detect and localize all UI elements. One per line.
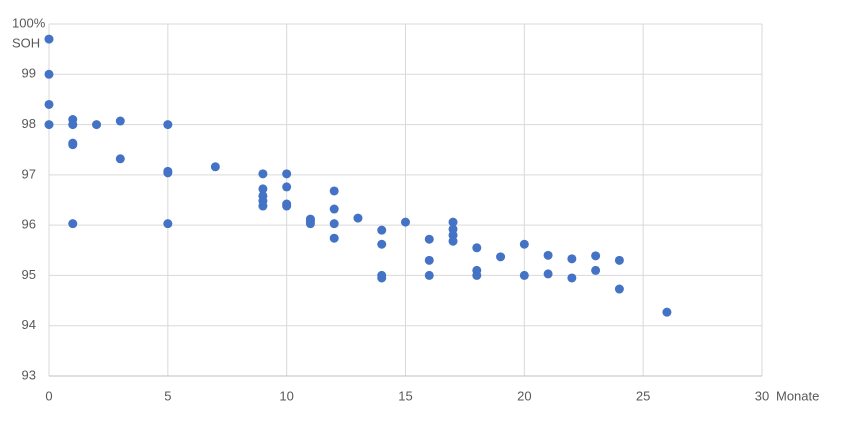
point bbox=[163, 120, 173, 130]
y-tick-label: 100% bbox=[12, 15, 46, 30]
point bbox=[377, 225, 387, 235]
point bbox=[567, 273, 577, 283]
point bbox=[448, 217, 458, 227]
point bbox=[424, 234, 434, 244]
y-tick-label: 95 bbox=[22, 267, 36, 282]
point bbox=[591, 251, 601, 261]
point bbox=[614, 284, 624, 294]
point bbox=[115, 154, 125, 164]
point bbox=[68, 120, 78, 130]
point bbox=[614, 255, 624, 265]
point bbox=[282, 201, 292, 211]
point bbox=[305, 219, 315, 229]
point bbox=[210, 162, 220, 172]
point bbox=[329, 186, 339, 196]
point bbox=[472, 243, 482, 253]
x-tick-label: 25 bbox=[636, 388, 650, 403]
point bbox=[282, 169, 292, 179]
point bbox=[496, 252, 506, 262]
point bbox=[44, 120, 54, 130]
y-tick-label: 94 bbox=[22, 317, 36, 332]
point bbox=[329, 233, 339, 243]
y-tick-label: 96 bbox=[22, 217, 36, 232]
point bbox=[44, 69, 54, 79]
point bbox=[353, 213, 363, 223]
point bbox=[329, 219, 339, 229]
point bbox=[424, 255, 434, 265]
point bbox=[472, 270, 482, 280]
point bbox=[424, 270, 434, 280]
point bbox=[519, 239, 529, 249]
point bbox=[662, 307, 672, 317]
point bbox=[258, 169, 268, 179]
x-tick-label: 10 bbox=[279, 388, 293, 403]
point bbox=[115, 116, 125, 126]
x-tick-label: 20 bbox=[517, 388, 531, 403]
point bbox=[282, 182, 292, 192]
y-tick-label: 97 bbox=[22, 166, 36, 181]
y-tick-label: 98 bbox=[22, 116, 36, 131]
point bbox=[567, 254, 577, 264]
y-axis-label: SOH bbox=[12, 35, 40, 50]
y-tick-label: 99 bbox=[22, 66, 36, 81]
point bbox=[258, 201, 268, 211]
point bbox=[258, 184, 268, 194]
point bbox=[519, 270, 529, 280]
point bbox=[68, 219, 78, 229]
point bbox=[448, 236, 458, 246]
x-tick-label: 15 bbox=[398, 388, 412, 403]
point bbox=[591, 265, 601, 275]
point bbox=[163, 219, 173, 229]
point bbox=[377, 239, 387, 249]
y-tick-label: 93 bbox=[22, 367, 36, 382]
x-axis-label: Monate bbox=[776, 388, 819, 403]
x-tick-label: 0 bbox=[45, 388, 52, 403]
x-tick-label: 30 bbox=[755, 388, 769, 403]
x-tick-label: 5 bbox=[164, 388, 171, 403]
point bbox=[543, 250, 553, 260]
point bbox=[377, 273, 387, 283]
point bbox=[92, 120, 102, 130]
point bbox=[329, 204, 339, 214]
point bbox=[44, 99, 54, 109]
point bbox=[68, 140, 78, 150]
point bbox=[543, 269, 553, 279]
point bbox=[401, 217, 410, 227]
point bbox=[163, 168, 173, 178]
point bbox=[44, 34, 54, 44]
